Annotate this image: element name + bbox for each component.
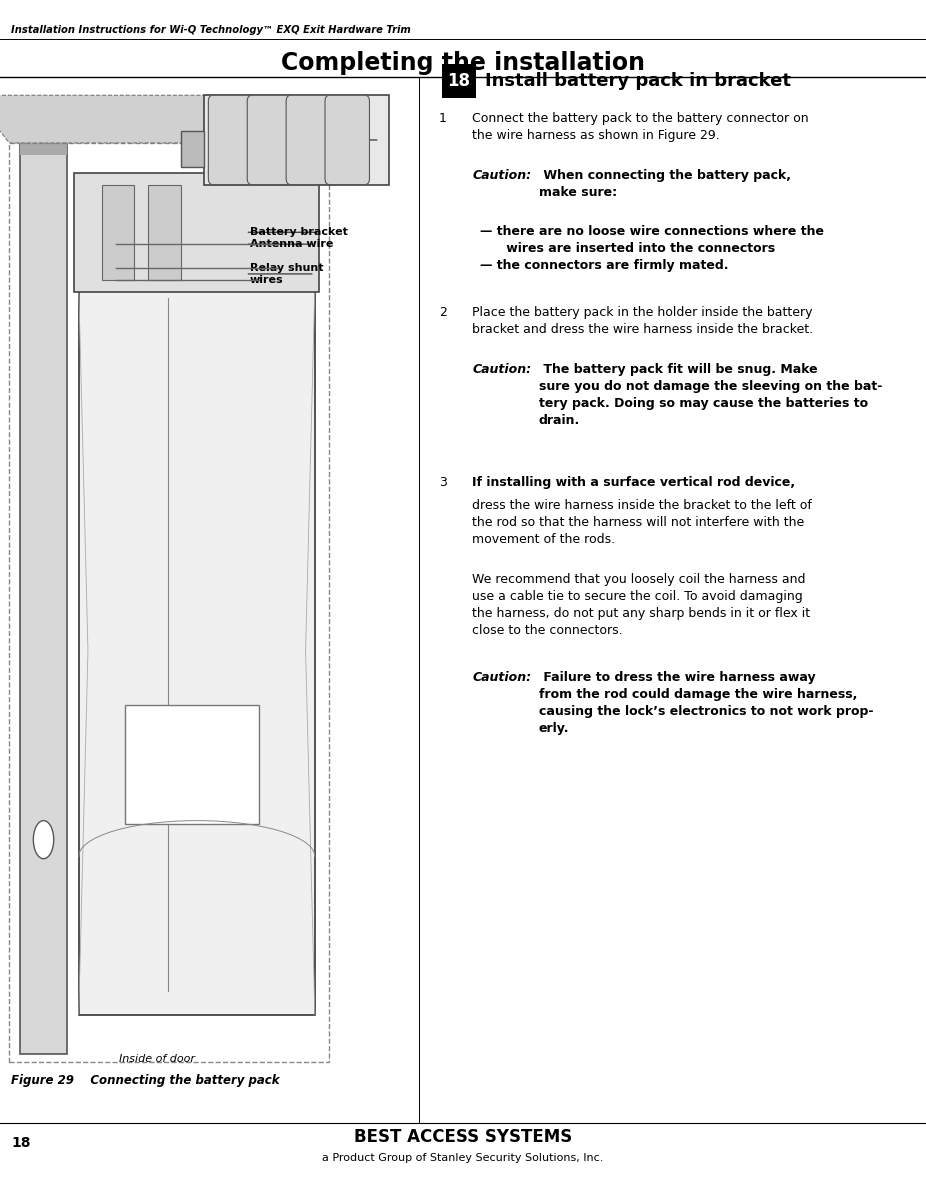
Bar xyxy=(9,143,329,1062)
FancyBboxPatch shape xyxy=(208,95,253,185)
Text: BEST ACCESS SYSTEMS: BEST ACCESS SYSTEMS xyxy=(354,1128,572,1147)
Text: a Product Group of Stanley Security Solutions, Inc.: a Product Group of Stanley Security Solu… xyxy=(322,1153,604,1162)
FancyBboxPatch shape xyxy=(247,95,292,185)
Bar xyxy=(74,173,319,292)
Text: Connect the battery pack to the battery connector on
the wire harness as shown i: Connect the battery pack to the battery … xyxy=(472,112,809,142)
Ellipse shape xyxy=(33,821,54,859)
Text: Completing the installation: Completing the installation xyxy=(281,51,645,75)
Text: Install battery pack in bracket: Install battery pack in bracket xyxy=(485,71,791,91)
Text: 2: 2 xyxy=(439,306,447,319)
Text: Figure 29    Connecting the battery pack: Figure 29 Connecting the battery pack xyxy=(11,1074,280,1087)
Text: Inside of door: Inside of door xyxy=(119,1054,195,1064)
Text: Battery pack: Battery pack xyxy=(250,135,330,145)
Bar xyxy=(148,185,181,280)
Text: 18: 18 xyxy=(11,1136,31,1151)
Text: Installation Instructions for Wi-Q Technology™ EXQ Exit Hardware Trim: Installation Instructions for Wi-Q Techn… xyxy=(11,25,411,36)
Bar xyxy=(204,95,389,185)
Bar xyxy=(20,125,67,155)
Text: Relay shunt
wires: Relay shunt wires xyxy=(250,263,323,285)
Text: Caution:: Caution: xyxy=(472,169,532,182)
Bar xyxy=(442,64,476,98)
Text: Antenna wire: Antenna wire xyxy=(250,239,333,249)
Bar xyxy=(102,185,134,280)
Text: Place the battery pack in the holder inside the battery
bracket and dress the wi: Place the battery pack in the holder ins… xyxy=(472,306,813,336)
Bar xyxy=(181,131,204,167)
Text: If installing with a surface vertical rod device,: If installing with a surface vertical ro… xyxy=(472,476,795,490)
Text: dress the wire harness inside the bracket to the left of
the rod so that the har: dress the wire harness inside the bracke… xyxy=(472,499,812,545)
Text: The battery pack fit will be snug. Make
sure you do not damage the sleeving on t: The battery pack fit will be snug. Make … xyxy=(539,363,882,428)
Bar xyxy=(125,705,259,824)
Polygon shape xyxy=(0,95,329,143)
Text: 18: 18 xyxy=(447,71,470,91)
Text: Caution:: Caution: xyxy=(472,671,532,684)
Text: 3: 3 xyxy=(439,476,447,490)
Text: Battery bracket: Battery bracket xyxy=(250,227,348,237)
Text: We recommend that you loosely coil the harness and
use a cable tie to secure the: We recommend that you loosely coil the h… xyxy=(472,573,810,637)
Text: — there are no loose wire connections where the
      wires are inserted into th: — there are no loose wire connections wh… xyxy=(480,225,823,272)
FancyBboxPatch shape xyxy=(286,95,331,185)
Text: 1: 1 xyxy=(439,112,447,125)
Text: Caution:: Caution: xyxy=(472,363,532,376)
Text: Failure to dress the wire harness away
from the rod could damage the wire harnes: Failure to dress the wire harness away f… xyxy=(539,671,873,735)
FancyBboxPatch shape xyxy=(325,95,369,185)
Text: When connecting the battery pack,
make sure:: When connecting the battery pack, make s… xyxy=(539,169,791,199)
Bar xyxy=(79,286,315,1015)
Bar xyxy=(20,125,67,1054)
